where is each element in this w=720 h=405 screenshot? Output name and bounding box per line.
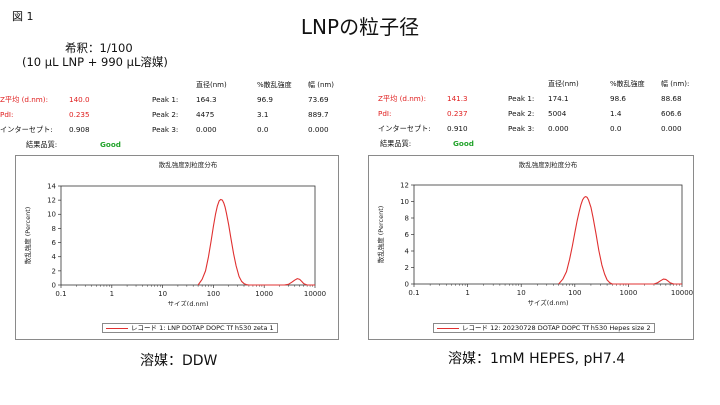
plot-area-frame: [60, 185, 316, 286]
peak-2-label: Peak 2:: [508, 109, 535, 118]
size-distribution-chart-hepes: 散乱強度別粒度分布 0 2 4 6 8 10 12 0.1 1 10 100 1000 10000 サイズ(…: [368, 155, 694, 340]
y-tick-label: 6: [405, 231, 410, 239]
peak-3-intensity: 0.0: [610, 124, 622, 133]
quality-label: 結果品質:: [380, 139, 412, 148]
peak-3-label: Peak 3:: [508, 124, 535, 133]
legend-swatch: [106, 327, 128, 329]
peak-3-width: 0.000: [308, 125, 329, 134]
intercept-label: インターセプト:: [0, 125, 53, 134]
col-header-intensity: %散乱強度: [257, 81, 292, 89]
quality-label: 結果品質:: [26, 140, 58, 149]
peak-1-width: 73.69: [308, 95, 329, 104]
x-tick-label: 10: [158, 290, 167, 298]
x-tick-label: 1000: [619, 289, 637, 297]
y-tick-label: 4: [52, 253, 57, 261]
x-tick-label: 100: [207, 290, 220, 298]
y-tick-label: 10: [47, 211, 56, 219]
y-axis-label: 散乱強度 (Percent): [376, 206, 385, 264]
peak-2-intensity: 1.4: [610, 109, 622, 118]
chart-svg-hepes: 散乱強度別粒度分布 0 2 4 6 8 10 12 0.1 1 10 100 1000 10000 サイズ(…: [376, 160, 693, 307]
peak-2-width: 606.6: [661, 109, 682, 118]
y-tick-label: 14: [47, 182, 56, 190]
col-header-width: 幅 (nm):: [661, 80, 690, 88]
peak-1-label: Peak 1:: [152, 95, 179, 104]
peak-1-label: Peak 1:: [508, 94, 535, 103]
x-tick-label: 1: [465, 289, 469, 297]
col-header-diameter: 直径(nm): [196, 81, 227, 89]
y-tick-label: 8: [405, 214, 409, 222]
y-tick-label: 0: [405, 280, 409, 288]
peak-1-intensity: 98.6: [610, 94, 627, 103]
z-average-label: Z平均 (d.nm):: [0, 95, 49, 104]
peak-3-width: 0.000: [661, 124, 682, 133]
x-axis-label: サイズ(d.nm): [527, 298, 568, 306]
peak-3-intensity: 0.0: [257, 125, 269, 134]
chart-legend: レコード 1: LNP DOTAP DOPC Tf h530 zeta 1: [102, 323, 278, 333]
slide-title: LNPの粒子径: [300, 15, 420, 39]
peak-3-diameter: 0.000: [196, 125, 217, 134]
z-average-value: 141.3: [447, 94, 468, 103]
solvent-caption-ddw: 溶媒：DDW: [140, 353, 218, 369]
peak-1-diameter: 164.3: [196, 95, 217, 104]
x-tick-label: 10: [517, 289, 526, 297]
peak-2-diameter: 5004: [548, 109, 567, 118]
solvent-caption-hepes: 溶媒：1mM HEPES, pH7.4: [448, 351, 626, 367]
quality-value: Good: [100, 140, 121, 149]
legend-swatch: [437, 327, 459, 329]
x-tick-label: 0.1: [408, 289, 419, 297]
chart-title: 散乱強度別粒度分布: [519, 160, 578, 169]
legend-series-name: レコード 1: LNP DOTAP DOPC Tf h530 zeta 1: [131, 324, 274, 332]
dilution-ratio: 希釈：1/100: [65, 41, 133, 55]
pdi-value: 0.237: [447, 109, 468, 118]
x-tick-label: 1: [110, 290, 114, 298]
x-tick-label: 100: [568, 289, 581, 297]
intercept-value: 0.908: [69, 125, 90, 134]
peak-1-intensity: 96.9: [257, 95, 274, 104]
peak-1-diameter: 174.1: [548, 94, 569, 103]
y-tick-label: 4: [405, 247, 410, 255]
x-tick-label: 10000: [304, 290, 326, 298]
y-tick-label: 12: [400, 181, 409, 189]
peak-1-width: 88.68: [661, 94, 682, 103]
figure-label: 図 1: [12, 10, 34, 23]
x-axis-label: サイズ(d.nm): [167, 299, 208, 306]
col-header-width: 幅 (nm): [308, 81, 334, 89]
peak-3-diameter: 0.000: [548, 124, 569, 133]
peak-3-label: Peak 3:: [152, 125, 179, 134]
plot-area-frame: [413, 184, 683, 285]
peak-2-diameter: 4475: [196, 110, 215, 119]
y-tick-label: 2: [405, 264, 409, 272]
intercept-label: インターセプト:: [378, 124, 431, 133]
peak-2-width: 889.7: [308, 110, 329, 119]
pdi-label: PdI:: [378, 109, 392, 118]
y-tick-label: 10: [400, 198, 409, 206]
x-tick-label: 1000: [255, 290, 273, 298]
legend-series-name: レコード 12: 20230728 DOTAP DOPC Tf h530 Hep…: [462, 324, 651, 332]
y-tick-label: 12: [47, 197, 56, 205]
chart-svg-ddw: 散乱強度別粒度分布 0 2 4 6 8 10 12 14 0.1 1 10 100 1000 10000 サイ…: [23, 160, 326, 308]
quality-value: Good: [453, 139, 474, 148]
peak-2-label: Peak 2:: [152, 110, 179, 119]
chart-legend: レコード 12: 20230728 DOTAP DOPC Tf h530 Hep…: [433, 323, 655, 333]
z-average-label: Z平均 (d.nm):: [378, 94, 427, 103]
chart-title: 散乱強度別粒度分布: [159, 160, 218, 169]
col-header-diameter: 直径(nm): [548, 80, 579, 88]
intercept-value: 0.910: [447, 124, 468, 133]
dilution-recipe: (10 μL LNP + 990 μL溶媒): [22, 55, 168, 69]
x-tick-label: 10000: [671, 289, 693, 297]
y-tick-label: 2: [52, 267, 56, 275]
peak-2-intensity: 3.1: [257, 110, 269, 119]
size-distribution-chart-ddw: 散乱強度別粒度分布 0 2 4 6 8 10 12 14 0.1 1 10 100 1000 10000 サイ…: [15, 155, 339, 340]
series-line: [558, 196, 682, 285]
z-average-value: 140.0: [69, 95, 90, 104]
pdi-value: 0.235: [69, 110, 90, 119]
y-tick-label: 8: [52, 225, 56, 233]
y-tick-label: 0: [52, 281, 56, 289]
x-tick-label: 0.1: [55, 290, 66, 298]
y-tick-label: 6: [52, 239, 57, 247]
col-header-intensity: %散乱強度: [610, 80, 645, 88]
y-axis-label: 散乱強度 (Percent): [23, 207, 32, 265]
series-line: [197, 198, 315, 286]
pdi-label: PdI:: [0, 110, 14, 119]
